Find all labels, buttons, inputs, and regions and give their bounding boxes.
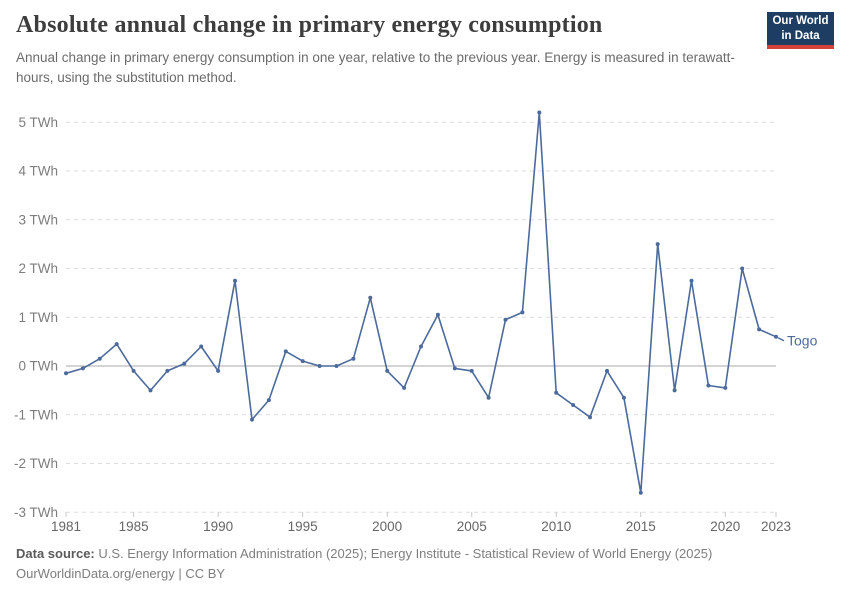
owid-logo: Our World in Data	[767, 12, 834, 49]
chart-footer: Data source: U.S. Energy Information Adm…	[16, 544, 712, 583]
x-axis-label: 2000	[372, 519, 402, 534]
y-axis-label: -2 TWh	[14, 456, 58, 471]
owid-logo-line2: in Data	[781, 29, 820, 42]
x-axis-label: 1990	[203, 519, 233, 534]
x-axis-label: 2020	[710, 519, 740, 534]
data-point-1992[interactable]	[250, 417, 254, 422]
data-point-2002[interactable]	[419, 344, 423, 349]
y-axis-label: 0 TWh	[18, 359, 58, 374]
y-axis-label: 5 TWh	[18, 115, 58, 130]
y-axis-label: 1 TWh	[18, 310, 58, 325]
series-line[interactable]	[65, 111, 777, 494]
data-point-1986[interactable]	[148, 388, 153, 393]
data-point-1999[interactable]	[368, 295, 373, 300]
data-point-2020[interactable]	[723, 385, 728, 390]
data-point-2017[interactable]	[672, 388, 677, 393]
data-point-2008[interactable]	[520, 310, 525, 315]
y-axis-label: 4 TWh	[18, 164, 58, 179]
data-point-2009[interactable]	[537, 110, 542, 115]
data-point-2006[interactable]	[486, 395, 491, 400]
data-point-1998[interactable]	[351, 356, 356, 361]
data-point-2018[interactable]	[689, 278, 694, 283]
data-point-1985[interactable]	[131, 368, 136, 373]
page-title: Absolute annual change in primary energy…	[16, 12, 603, 38]
data-point-2014[interactable]	[621, 395, 626, 400]
data-point-2001[interactable]	[402, 385, 407, 390]
data-point-1990[interactable]	[216, 368, 221, 373]
data-point-2023[interactable]	[774, 334, 778, 339]
owid-logo-line1: Our World	[772, 15, 829, 28]
data-source-line: Data source: U.S. Energy Information Adm…	[16, 544, 712, 564]
data-point-1995[interactable]	[300, 359, 305, 364]
x-axis-label: 1995	[288, 519, 318, 534]
data-point-2000[interactable]	[385, 368, 390, 373]
x-axis-label: 2005	[457, 519, 487, 534]
chart-subtitle: Annual change in primary energy consumpt…	[16, 50, 735, 86]
chart-header: Absolute annual change in primary energy…	[16, 12, 756, 89]
data-point-2007[interactable]	[503, 317, 508, 322]
data-point-1994[interactable]	[283, 349, 288, 354]
data-point-1996[interactable]	[317, 364, 322, 368]
data-point-1989[interactable]	[199, 344, 204, 349]
data-point-2013[interactable]	[605, 368, 609, 373]
y-axis-label: 3 TWh	[18, 212, 58, 227]
data-point-2022[interactable]	[757, 327, 762, 332]
data-point-1982[interactable]	[80, 366, 85, 371]
data-point-2011[interactable]	[571, 403, 576, 407]
x-axis-label: 1981	[51, 519, 81, 534]
data-source-label: Data source:	[16, 546, 95, 561]
x-axis-label: 2023	[761, 519, 791, 534]
data-point-1997[interactable]	[334, 364, 339, 368]
data-point-1984[interactable]	[114, 342, 119, 347]
data-point-2016[interactable]	[655, 242, 660, 247]
data-point-2004[interactable]	[452, 366, 457, 371]
y-axis-label: 2 TWh	[18, 261, 58, 276]
y-axis-label: -3 TWh	[14, 505, 58, 520]
data-point-2005[interactable]	[469, 368, 474, 373]
entity-label[interactable]: Togo	[787, 332, 818, 348]
x-axis-label: 2010	[541, 519, 571, 534]
data-point-2021[interactable]	[740, 266, 745, 271]
data-point-2012[interactable]	[588, 415, 592, 420]
x-axis-label: 2015	[626, 519, 656, 534]
data-source-text: U.S. Energy Information Administration (…	[94, 546, 713, 561]
data-point-1983[interactable]	[97, 356, 102, 361]
x-axis-label: 1985	[119, 519, 149, 534]
data-point-1988[interactable]	[182, 361, 187, 366]
entity-label-connector	[777, 337, 785, 342]
data-point-2019[interactable]	[706, 383, 711, 388]
data-point-1993[interactable]	[266, 398, 271, 403]
data-point-1987[interactable]	[165, 368, 170, 373]
y-axis-label: -1 TWh	[14, 407, 58, 422]
data-point-1981[interactable]	[64, 371, 68, 376]
data-point-2015[interactable]	[638, 490, 643, 495]
data-point-1991[interactable]	[233, 278, 237, 283]
data-point-2003[interactable]	[435, 312, 440, 317]
data-point-2010[interactable]	[554, 390, 559, 395]
license-line: OurWorldinData.org/energy | CC BY	[16, 565, 226, 581]
